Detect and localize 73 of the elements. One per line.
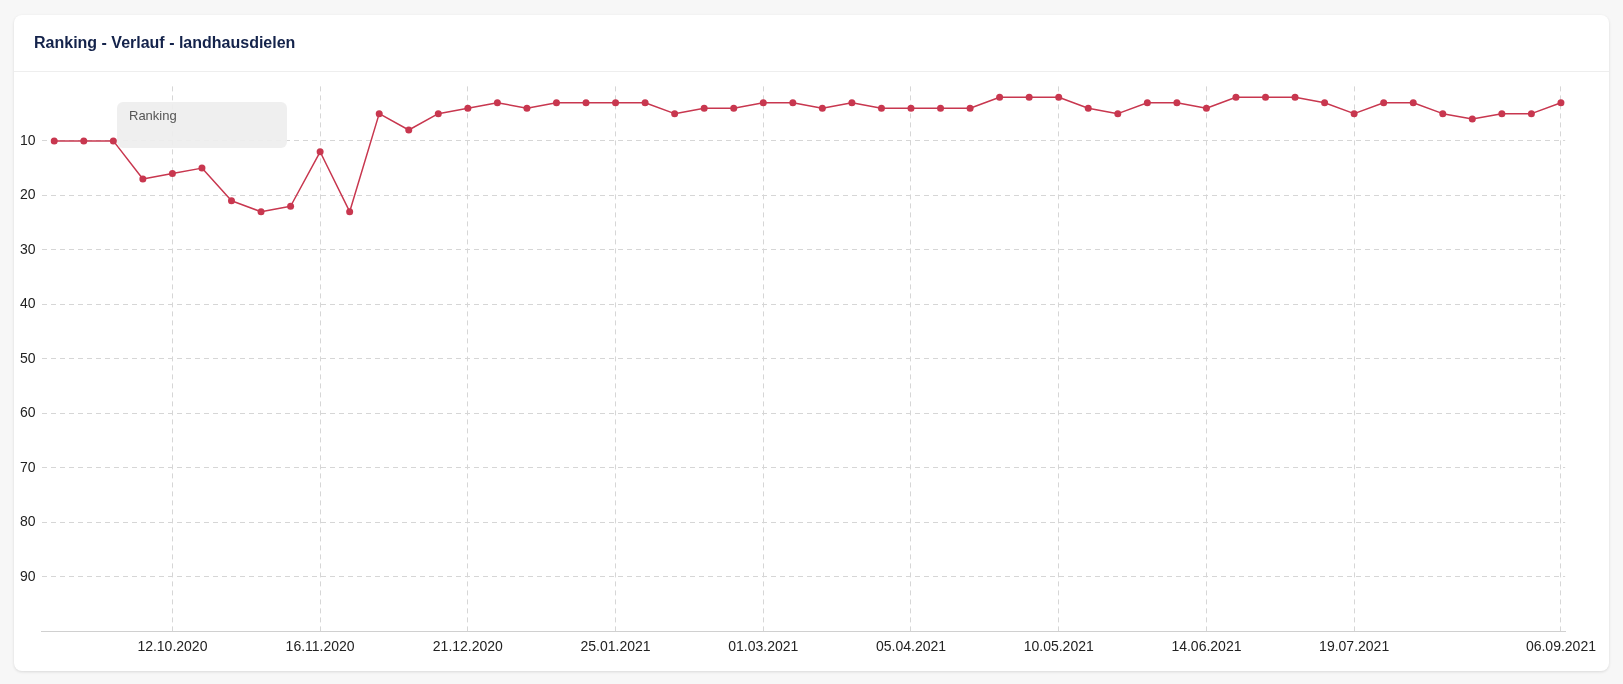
point	[1557, 99, 1565, 107]
point	[1202, 104, 1210, 112]
y-tick-label: 90	[19, 567, 36, 584]
point	[493, 99, 501, 107]
point	[1350, 110, 1358, 118]
point	[1025, 93, 1033, 101]
x-tick-label: 14.06.2021	[1171, 638, 1242, 655]
point	[1232, 93, 1240, 101]
y-tick-label: 10	[19, 131, 36, 148]
point	[1055, 93, 1063, 101]
point	[227, 197, 235, 205]
point	[877, 104, 885, 112]
point	[1291, 93, 1299, 101]
point	[346, 208, 354, 216]
point	[1114, 110, 1122, 118]
point	[1084, 104, 1092, 112]
point	[1262, 93, 1270, 101]
point	[1321, 99, 1329, 107]
point	[552, 99, 560, 107]
x-tick-label: 21.12.2020	[432, 638, 504, 655]
point	[671, 110, 679, 118]
y-tick-label: 70	[19, 458, 36, 475]
point	[1380, 99, 1388, 107]
point	[287, 202, 295, 210]
point	[582, 99, 590, 107]
point	[316, 148, 324, 156]
x-tick-label: 10.05.2021	[1023, 638, 1094, 655]
point	[848, 99, 856, 107]
y-tick-label: 40	[19, 295, 36, 312]
point	[641, 99, 649, 107]
y-tick-label: 60	[19, 404, 36, 421]
point	[818, 104, 826, 112]
point	[996, 93, 1004, 101]
point	[789, 99, 797, 107]
point	[139, 175, 147, 183]
point	[198, 164, 206, 172]
x-tick-label: 01.03.2021	[728, 638, 799, 655]
point	[1468, 115, 1476, 123]
point	[375, 110, 383, 118]
point	[1143, 99, 1151, 107]
point	[50, 137, 58, 145]
y-tick-label: 30	[19, 240, 36, 257]
point	[1409, 99, 1417, 107]
point	[168, 170, 176, 178]
point	[907, 104, 915, 112]
y-tick-label: 80	[19, 513, 36, 530]
tooltip-box: Ranking	[117, 102, 287, 148]
point	[109, 137, 117, 145]
point	[730, 104, 738, 112]
point	[700, 104, 708, 112]
point	[612, 99, 620, 107]
point	[80, 137, 88, 145]
x-tick-label: 06.09.2021	[1525, 638, 1597, 655]
x-tick-label: 16.11.2020	[285, 638, 355, 655]
point	[1498, 110, 1506, 118]
point	[1173, 99, 1181, 107]
y-tick-label: 20	[19, 186, 36, 203]
point	[937, 104, 945, 112]
x-tick-label: 12.10.2020	[137, 638, 208, 655]
x-tick-label: 19.07.2021	[1319, 638, 1390, 655]
point	[1527, 110, 1535, 118]
point	[1439, 110, 1447, 118]
point	[523, 104, 531, 112]
y-tick-label: 50	[19, 349, 36, 366]
point	[257, 208, 265, 216]
point	[759, 99, 767, 107]
x-tick-label: 05.04.2021	[875, 638, 947, 655]
chart-title: Ranking - Verlauf - landhausdielen	[14, 15, 1609, 72]
point	[405, 126, 413, 134]
x-tick-label: 25.01.2021	[580, 638, 651, 655]
point	[966, 104, 974, 112]
point	[464, 104, 472, 112]
point	[434, 110, 442, 118]
